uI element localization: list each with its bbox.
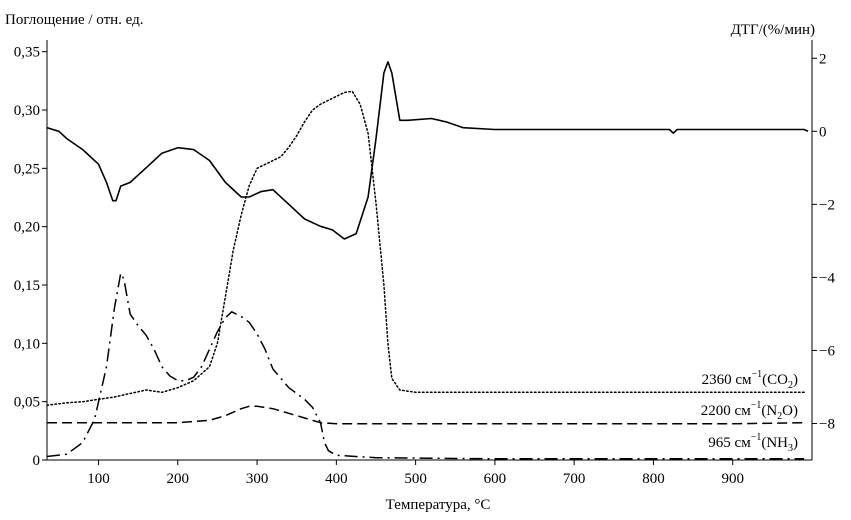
y2-tick-label: 2 [819, 51, 827, 67]
annotation-sub: 3 [788, 443, 793, 454]
annotation-base: 965 см [708, 435, 751, 451]
x-tick-label: 800 [642, 471, 665, 487]
y2-axis-ticks: 2 0 −2 −4 −6 −8 [812, 51, 835, 432]
annotation-tail: O) [782, 403, 798, 419]
y2-tick-label: 0 [819, 124, 827, 140]
annotation-mid: (N [761, 403, 777, 419]
series-line-1 [46, 90, 805, 406]
x-tick-label: 900 [721, 471, 744, 487]
annotation-mid: (NH [761, 435, 788, 451]
x-axis-title: Температура, °C [386, 497, 491, 513]
y2-tick-label: −2 [819, 197, 835, 213]
y2-axis-title: ДТГ/(%/мин) [731, 22, 815, 38]
y-tick-label: 0 [33, 453, 41, 469]
annotation-sub: 2 [777, 411, 782, 422]
series-line-2 [47, 405, 805, 425]
y-tick-label: 0,30 [14, 103, 40, 119]
x-tick-label: 100 [87, 471, 110, 487]
x-tick-label: 700 [563, 471, 586, 487]
annotation-tail: ) [793, 435, 798, 451]
x-tick-label: 400 [325, 471, 348, 487]
y2-tick-label: −8 [819, 416, 835, 432]
annotation-layer: 2360 см−1(CO2)2200 см−1(N2O)965 см−1(NH3… [701, 369, 798, 454]
series-line-0 [46, 61, 809, 240]
annotation-sup: −1 [751, 400, 762, 411]
annotation-base: 2200 см [701, 403, 751, 419]
y-axis-title: Поглощение / отн. ед. [5, 12, 144, 28]
series-annotation: 2200 см−1(N2O) [701, 400, 798, 422]
annotation-mid: (CO [762, 372, 788, 388]
y-tick-label: 0,25 [14, 161, 40, 177]
annotation-tail: ) [793, 372, 798, 388]
y2-tick-label: −6 [819, 343, 835, 359]
x-tick-label: 500 [404, 471, 427, 487]
y-tick-label: 0,10 [14, 336, 40, 352]
y-tick-label: 0,05 [14, 395, 40, 411]
annotation-sup: −1 [751, 432, 762, 443]
series-annotation: 2360 см−1(CO2) [702, 369, 798, 391]
annotation-sub: 2 [788, 380, 793, 391]
y-axis-ticks: 0 0,05 0,10 0,15 0,20 0,25 0,30 0,35 [14, 45, 47, 469]
x-tick-label: 300 [246, 471, 269, 487]
y2-tick-label: −4 [819, 270, 835, 286]
y-tick-label: 0,20 [14, 220, 40, 236]
series-annotation: 965 см−1(NH3) [708, 432, 798, 454]
y-tick-label: 0,35 [14, 45, 40, 61]
x-axis-ticks: 100 200 300 400 500 600 700 800 900 [87, 460, 744, 487]
x-tick-label: 600 [484, 471, 507, 487]
series-line-3 [46, 272, 805, 460]
annotation-sup: −1 [752, 369, 763, 380]
series-layer [46, 61, 809, 460]
y-tick-label: 0,15 [14, 278, 40, 294]
annotation-base: 2360 см [702, 372, 752, 388]
x-tick-label: 200 [167, 471, 190, 487]
